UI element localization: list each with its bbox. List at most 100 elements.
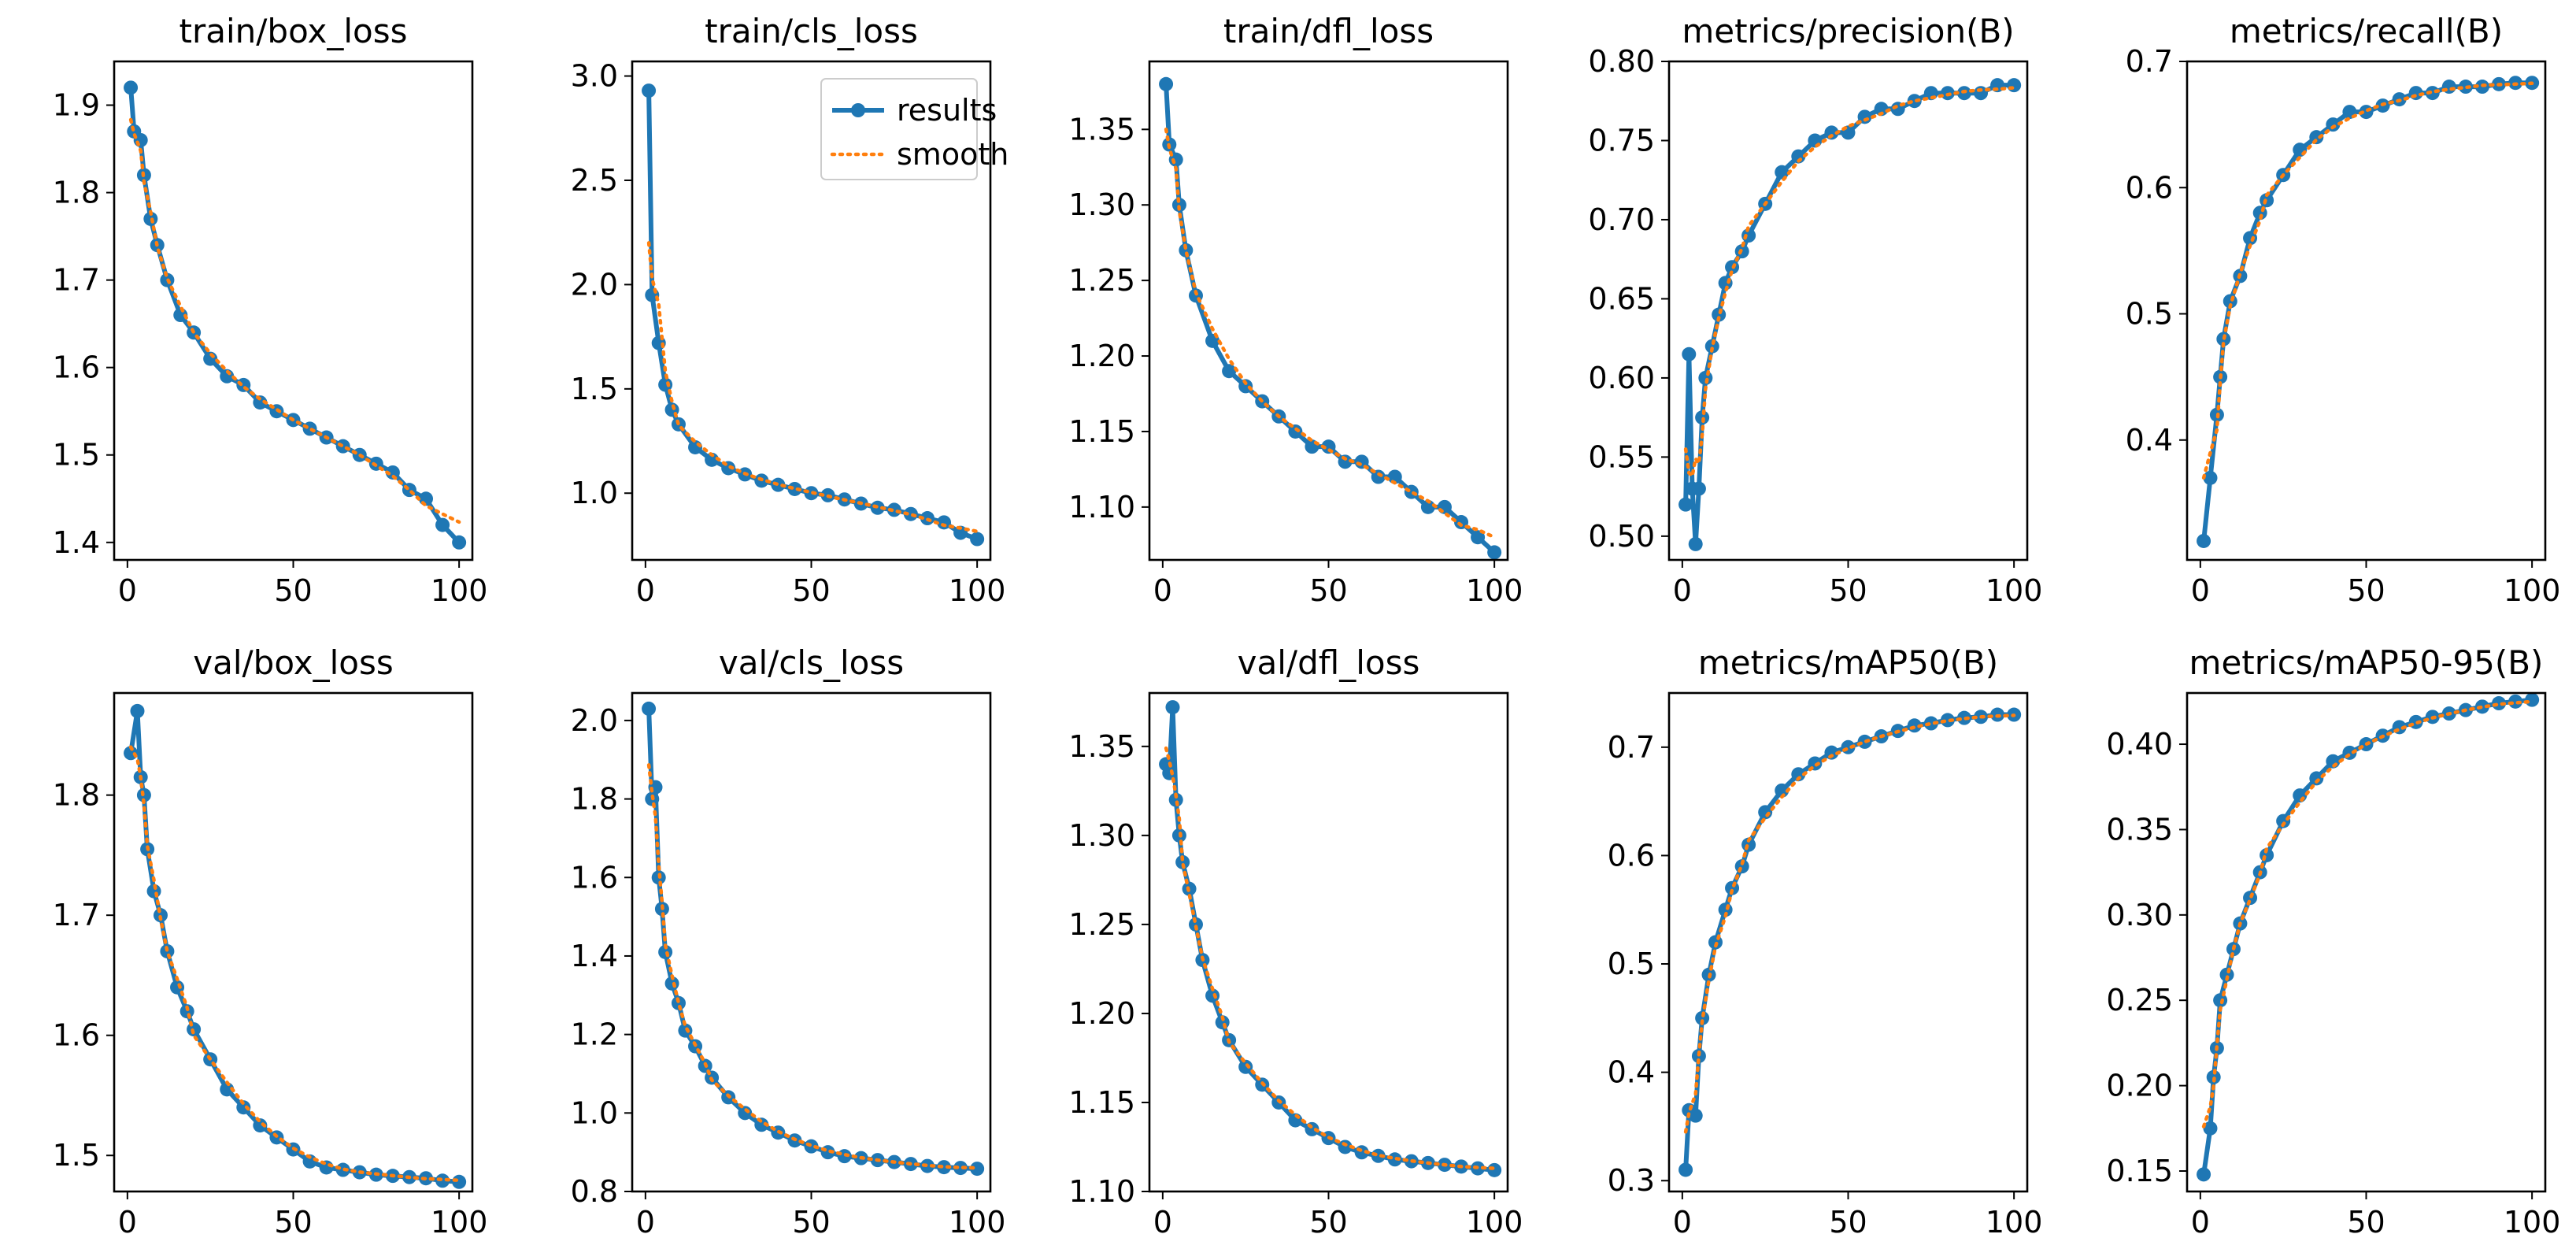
subplot-title: metrics/precision(B) [1682,12,2014,50]
results-point [1824,125,1839,140]
y-tick-label: 2.0 [571,703,618,738]
smooth-line [128,745,461,1183]
y-tick-label: 1.8 [571,782,618,817]
x-tick-label: 50 [1829,1205,1867,1240]
results-point [1168,792,1183,807]
results-point [1165,700,1180,715]
subplot-7: val/dfl_loss 1.10 1.15 1.20 1.25 1.30 1.35 0 50 1… [1068,643,1523,1240]
subplot-0: train/box_loss 1.4 1.5 1.6 1.7 1.8 1.9 0 50 100 [53,12,488,608]
legend-results-label: results [897,93,997,128]
plot-frame [1148,60,1509,561]
results-point [886,502,901,517]
x-tick-label: 100 [1466,573,1523,608]
x-tick-label: 50 [2347,1205,2385,1240]
results-point [2007,78,2022,93]
y-tick-label: 3.0 [571,59,618,94]
x-tick-label: 0 [636,573,655,608]
subplot-title: train/dfl_loss [1223,12,1434,50]
results-point [2197,1167,2211,1182]
subplot-title: metrics/mAP50-95(B) [2189,643,2544,682]
results-point [2293,143,2308,158]
results-point [1179,243,1194,258]
y-tick-label: 1.4 [53,525,100,560]
y-tick-label: 1.5 [571,372,618,406]
results-point [678,1023,693,1038]
results-point [1775,783,1790,798]
results-point [1238,379,1253,394]
x-tick-label: 0 [118,1205,137,1240]
smooth-line [2201,699,2534,1128]
smooth-line [128,117,461,524]
y-tick-label: 1.35 [1068,112,1135,146]
y-tick-label: 1.0 [571,1095,618,1130]
results-point [1222,364,1237,379]
x-tick-label: 50 [1309,1205,1347,1240]
y-tick-label: 0.70 [1588,202,1655,237]
results-point [124,80,139,95]
results-point [452,1174,467,1189]
results-point [642,83,657,98]
subplot-title: metrics/mAP50(B) [1698,643,1998,682]
y-tick-label: 1.9 [53,88,100,123]
results-point [1678,1162,1693,1177]
results-point [903,506,918,521]
subplot-title: val/cls_loss [719,643,904,682]
y-tick-label: 0.8 [571,1174,618,1209]
y-tick-label: 0.65 [1588,281,1655,316]
subplot-title: val/box_loss [193,643,393,682]
y-tick-label: 1.10 [1068,1174,1135,1209]
x-tick-label: 50 [792,1205,830,1240]
results-point [2203,470,2218,485]
results-point [1688,536,1703,551]
y-tick-label: 0.40 [2106,727,2173,762]
x-tick-label: 50 [274,573,312,608]
results-point [754,1117,769,1132]
results-point [1471,530,1486,545]
results-point [1371,469,1386,484]
results-point [1907,94,1922,109]
results-point [1923,716,1938,731]
results-line [646,708,978,1172]
y-tick-label: 1.15 [1068,1085,1135,1120]
results-point [1288,424,1303,439]
smooth-line [1683,86,2016,480]
results-point [1682,346,1697,361]
legend-results-marker [851,103,865,117]
results-point [1704,339,1719,354]
results-point [937,1160,952,1175]
results-point [738,1106,753,1121]
results-point [671,995,686,1010]
y-tick-label: 1.8 [53,778,100,813]
x-tick-label: 100 [1986,1205,2043,1240]
results-point [2309,771,2324,786]
x-tick-label: 50 [1309,573,1347,608]
y-tick-label: 1.25 [1068,907,1135,942]
results-point [385,465,400,480]
y-tick-label: 1.20 [1068,996,1135,1031]
y-tick-label: 0.7 [2126,44,2173,79]
y-tick-label: 1.7 [53,263,100,298]
y-tick-label: 0.4 [2126,423,2173,458]
plot-frame [631,691,992,1193]
results-point [2197,533,2211,548]
y-tick-label: 0.30 [2106,898,2173,932]
results-point [170,980,185,995]
results-point [2243,231,2258,246]
results-point [1238,1059,1253,1074]
y-tick-label: 1.0 [571,476,618,510]
results-point [953,1161,968,1176]
results-point [220,1082,235,1097]
y-tick-label: 1.2 [571,1017,618,1052]
results-point [253,1118,268,1133]
x-tick-label: 0 [1673,1205,1692,1240]
results-line [2201,80,2533,542]
x-tick-label: 50 [792,573,830,608]
x-tick-label: 0 [636,1205,655,1240]
results-point [2309,130,2324,145]
results-point [1940,713,1955,728]
results-point [705,452,720,467]
x-tick-label: 100 [2504,573,2561,608]
plot-frame [113,691,474,1193]
y-tick-label: 0.35 [2106,812,2173,847]
x-tick-label: 100 [949,573,1006,608]
